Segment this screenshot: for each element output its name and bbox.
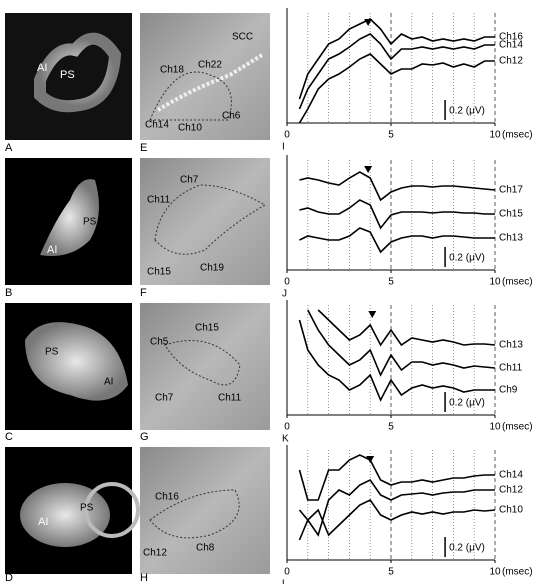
- image-label: Ch11: [147, 195, 171, 206]
- x-tick-label: 10: [489, 130, 501, 141]
- image-label: Ch22: [198, 60, 222, 71]
- image-label: Ch11: [218, 393, 242, 404]
- image-label: Ch15: [195, 323, 219, 334]
- panel-letter: E: [140, 142, 147, 154]
- image-label: PS: [45, 347, 59, 358]
- x-tick-label: 0: [284, 422, 290, 433]
- x-axis-label: (msec): [502, 130, 533, 141]
- panel-letter: K: [282, 434, 289, 445]
- panel-letter: B: [5, 287, 12, 299]
- panel-letter: L: [282, 579, 288, 584]
- x-tick-label: 5: [388, 130, 394, 141]
- image-label: Ch7: [180, 175, 199, 186]
- legend-label: Ch10: [499, 505, 523, 516]
- x-tick-label: 0: [284, 130, 290, 141]
- legend-label: Ch12: [499, 56, 523, 67]
- scale-bar-label: 0.2 (μV): [449, 543, 485, 554]
- x-tick-label: 0: [284, 277, 290, 288]
- legend-label: Ch9: [499, 385, 518, 396]
- figure: AI PS SCC Ch18 Ch22 Ch14 Ch10 Ch6 PS AI …: [0, 0, 538, 584]
- image-label: Ch19: [200, 263, 224, 274]
- image-label: AI: [47, 244, 57, 256]
- legend-label: Ch12: [499, 485, 523, 496]
- image-label: Ch15: [147, 267, 171, 278]
- panel-letter: H: [140, 572, 148, 584]
- legend-label: Ch13: [499, 340, 523, 351]
- x-tick-label: 10: [489, 422, 501, 433]
- image-label: AI: [104, 377, 113, 388]
- image-label: Ch12: [143, 548, 167, 559]
- x-tick-label: 5: [388, 567, 394, 578]
- panel-letter: G: [140, 431, 149, 443]
- scale-bar-label: 0.2 (μV): [449, 253, 485, 264]
- image-label: AI: [37, 62, 47, 74]
- x-tick-label: 10: [489, 277, 501, 288]
- image-label: Ch5: [150, 337, 169, 348]
- peak-marker: [364, 19, 372, 26]
- image-label: Ch6: [222, 111, 241, 122]
- peak-marker: [364, 166, 372, 173]
- bone-shape: [20, 483, 110, 547]
- x-axis-label: (msec): [502, 422, 533, 433]
- panel-letter: F: [140, 287, 147, 299]
- peak-marker: [368, 311, 376, 318]
- legend-label: Ch15: [499, 209, 523, 220]
- image-label: AI: [38, 516, 48, 528]
- image-label: PS: [80, 503, 94, 514]
- scale-bar-label: 0.2 (μV): [449, 106, 485, 117]
- image-label: Ch16: [155, 492, 179, 503]
- trace: [318, 310, 495, 345]
- legend-label: Ch14: [499, 470, 523, 481]
- trace: [299, 172, 495, 200]
- x-tick-label: 5: [388, 277, 394, 288]
- x-axis-label: (msec): [502, 277, 533, 288]
- x-tick-label: 0: [284, 567, 290, 578]
- image-label: PS: [60, 69, 75, 81]
- trace: [308, 310, 495, 375]
- panel-letter: D: [5, 572, 13, 584]
- image-label: Ch14: [145, 120, 169, 131]
- legend-label: Ch11: [499, 363, 523, 374]
- image-label: Ch18: [160, 65, 184, 76]
- x-tick-label: 10: [489, 567, 501, 578]
- x-axis-label: (msec): [502, 567, 533, 578]
- image-label: Ch7: [155, 393, 174, 404]
- image-label: PS: [83, 217, 97, 228]
- legend-label: Ch17: [499, 185, 523, 196]
- panel-letter: A: [5, 142, 13, 154]
- legend-label: Ch14: [499, 40, 523, 51]
- trace: [299, 228, 495, 252]
- image-label: SCC: [232, 32, 253, 43]
- panel-letter: C: [5, 431, 13, 443]
- panel-letter: J: [282, 289, 287, 300]
- legend-label: Ch13: [499, 233, 523, 244]
- image-label: Ch8: [196, 543, 215, 554]
- x-tick-label: 5: [388, 422, 394, 433]
- panel-letter: I: [282, 142, 285, 153]
- scale-bar-label: 0.2 (μV): [449, 398, 485, 409]
- image-label: Ch10: [178, 123, 202, 134]
